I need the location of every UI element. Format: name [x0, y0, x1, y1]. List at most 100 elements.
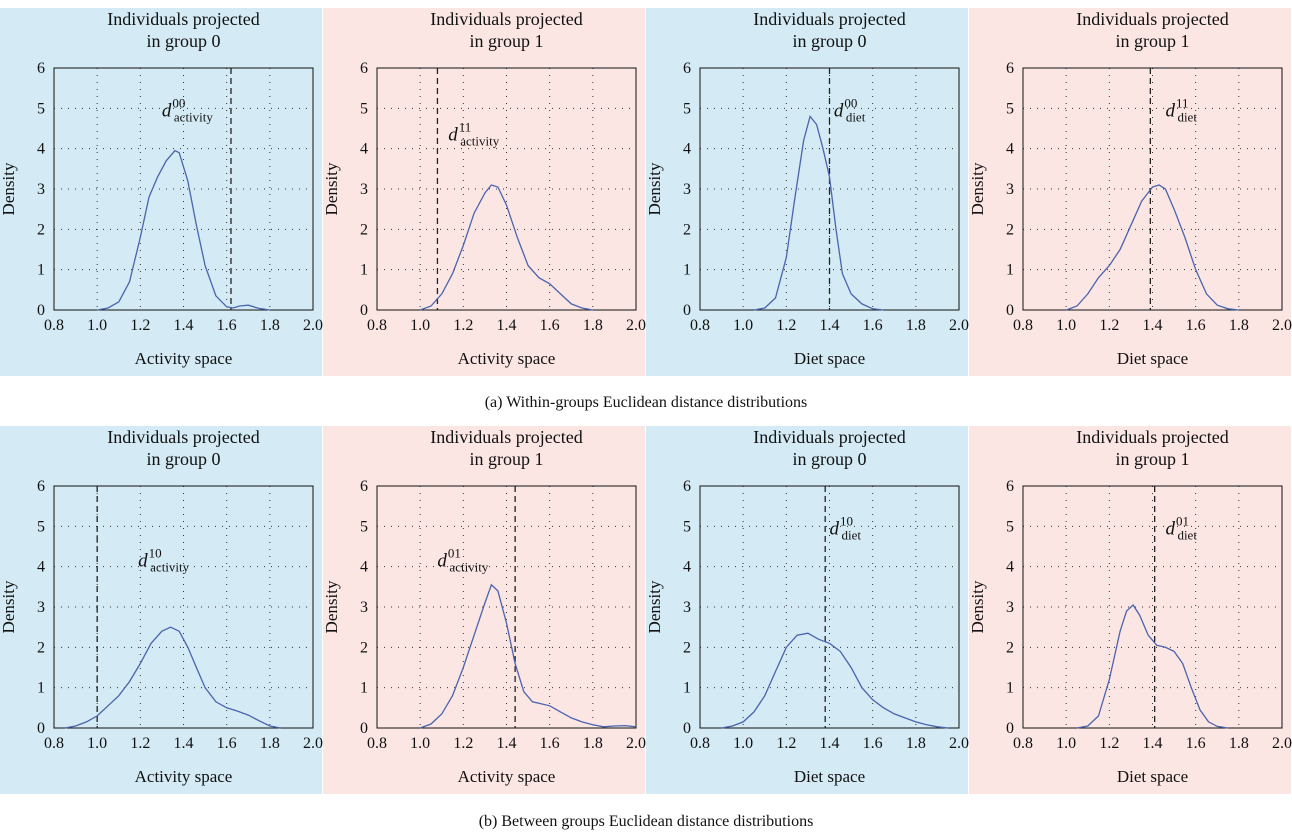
x-axis-label: Activity space — [135, 349, 233, 368]
y-tick-label: 5 — [1006, 518, 1014, 535]
y-tick-label: 2 — [1006, 221, 1014, 238]
annotation-subscript: diet — [842, 527, 862, 542]
y-tick-label: 0 — [37, 302, 45, 319]
x-tick-label: 1.2 — [776, 317, 796, 334]
density-curve — [721, 632, 949, 729]
y-tick-label: 6 — [37, 60, 45, 77]
x-tick-label: 1.4 — [820, 317, 840, 334]
x-tick-label: 1.8 — [906, 317, 926, 334]
annotation-base: d — [834, 100, 844, 121]
x-tick-label: 1.0 — [733, 317, 753, 334]
x-tick-label: 0.8 — [367, 317, 387, 334]
x-tick-label: 0.8 — [1013, 317, 1033, 334]
y-tick-label: 5 — [683, 518, 691, 535]
annotation-base: d — [448, 125, 458, 146]
y-axis-label: Density — [645, 580, 664, 633]
annotation-superscript: 11 — [1176, 95, 1189, 110]
annotation-superscript: 01 — [1176, 513, 1189, 528]
x-tick-label: 1.4 — [1143, 735, 1163, 752]
panel-title-line: in group 1 — [470, 449, 544, 469]
x-tick-label: 1.4 — [820, 735, 840, 752]
x-tick-label: 0.8 — [690, 735, 710, 752]
annotation-subscript: activity — [174, 109, 213, 124]
y-tick-label: 3 — [360, 181, 368, 198]
distance-annotation: d11 diet — [1165, 95, 1197, 124]
x-tick-label: 1.0 — [733, 735, 753, 752]
y-tick-label: 4 — [683, 141, 691, 158]
y-tick-label: 4 — [1006, 559, 1014, 576]
x-tick-label: 2.0 — [949, 317, 969, 334]
panel-title-line: Individuals projected — [753, 427, 905, 447]
distance-annotation: d10 diet — [830, 513, 862, 542]
annotation-subscript: activity — [150, 560, 189, 575]
x-tick-label: 1.2 — [453, 735, 473, 752]
distance-annotation: d01 activity — [437, 546, 488, 575]
x-tick-label: 1.8 — [583, 317, 603, 334]
y-tick-label: 4 — [360, 141, 368, 158]
x-tick-label: 0.8 — [44, 317, 64, 334]
distance-annotation: d11 activity — [448, 120, 499, 149]
annotation-base: d — [1165, 518, 1175, 539]
panel-title-line: Individuals projected — [430, 427, 582, 447]
density-curve — [1076, 603, 1229, 729]
x-axis-label: Diet space — [794, 767, 865, 786]
x-axis-label: Activity space — [458, 349, 556, 368]
x-tick-label: 0.8 — [690, 317, 710, 334]
x-tick-label: 2.0 — [1272, 735, 1292, 752]
annotation-subscript: activity — [460, 134, 499, 149]
x-tick-label: 0.8 — [1013, 735, 1033, 752]
y-tick-label: 4 — [683, 559, 691, 576]
x-tick-label: 1.6 — [863, 317, 883, 334]
y-tick-label: 2 — [683, 221, 691, 238]
annotation-base: d — [138, 551, 148, 572]
y-tick-label: 4 — [1006, 141, 1014, 158]
y-axis-label: Density — [0, 580, 18, 633]
plot-frame — [1022, 67, 1283, 311]
y-tick-label: 0 — [1006, 302, 1014, 319]
row-caption: (b) Between groups Euclidean distance di… — [479, 813, 814, 830]
x-tick-label: 1.0 — [1056, 735, 1076, 752]
x-tick-label: 1.6 — [217, 735, 237, 752]
y-axis-label: Density — [322, 580, 341, 633]
plot-frame — [53, 67, 314, 311]
y-tick-label: 3 — [683, 599, 691, 616]
panel-title-line: in group 1 — [1116, 31, 1190, 51]
y-tick-label: 1 — [1006, 262, 1014, 279]
y-tick-label: 6 — [1006, 478, 1014, 495]
x-tick-label: 1.2 — [130, 317, 150, 334]
x-axis-label: Diet space — [1117, 349, 1188, 368]
annotation-superscript: 00 — [172, 95, 185, 110]
y-tick-label: 1 — [37, 262, 45, 279]
y-tick-label: 3 — [683, 181, 691, 198]
annotation-base: d — [437, 551, 447, 572]
x-tick-label: 1.2 — [1099, 735, 1119, 752]
y-tick-label: 5 — [360, 100, 368, 117]
x-axis-label: Activity space — [458, 767, 556, 786]
annotation-subscript: diet — [846, 109, 866, 124]
x-tick-label: 1.0 — [87, 317, 107, 334]
x-tick-label: 0.8 — [367, 735, 387, 752]
y-tick-label: 3 — [37, 599, 45, 616]
y-tick-label: 4 — [37, 559, 45, 576]
x-tick-label: 1.0 — [410, 317, 430, 334]
y-tick-label: 5 — [37, 518, 45, 535]
y-tick-label: 3 — [360, 599, 368, 616]
y-tick-label: 2 — [683, 639, 691, 656]
x-tick-label: 2.0 — [949, 735, 969, 752]
x-tick-label: 2.0 — [303, 317, 323, 334]
density-curve — [419, 184, 593, 311]
density-curve — [419, 583, 637, 729]
y-tick-label: 6 — [683, 478, 691, 495]
annotation-base: d — [830, 518, 840, 539]
y-tick-label: 0 — [683, 720, 691, 737]
x-tick-label: 1.8 — [1229, 735, 1249, 752]
x-axis-label: Diet space — [794, 349, 865, 368]
x-tick-label: 1.6 — [1186, 735, 1206, 752]
y-axis-label: Density — [968, 162, 987, 215]
y-tick-label: 5 — [1006, 100, 1014, 117]
y-tick-label: 1 — [683, 680, 691, 697]
x-tick-label: 1.6 — [1186, 317, 1206, 334]
